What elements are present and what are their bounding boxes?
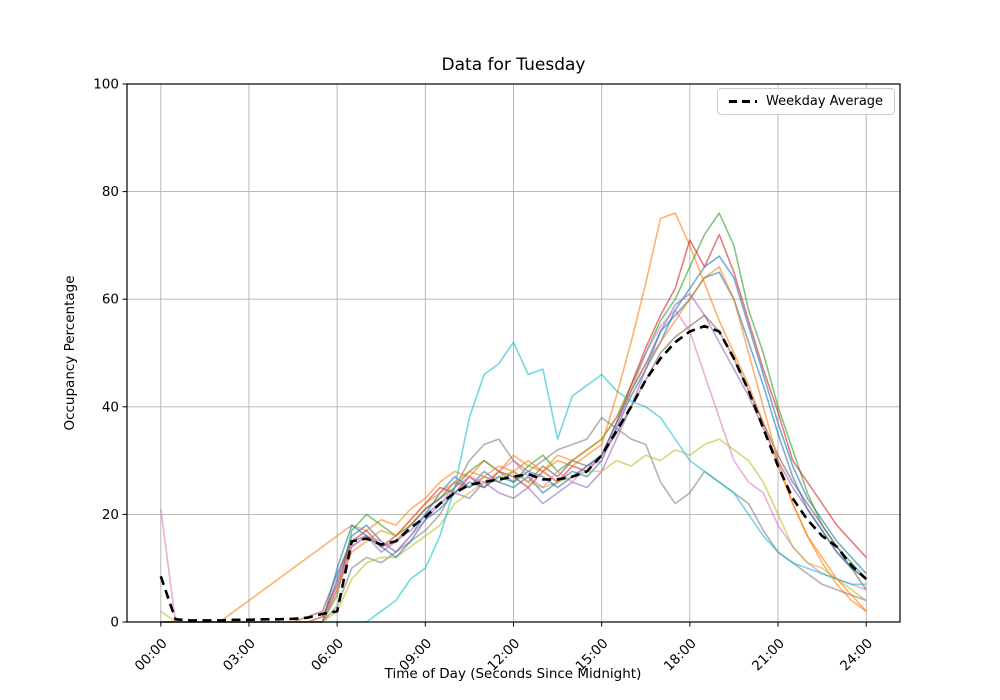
x-tick-label: 00:00 bbox=[132, 636, 171, 675]
y-tick-label: 20 bbox=[102, 507, 119, 523]
tick-marks bbox=[122, 83, 867, 627]
y-tick-label: 40 bbox=[102, 399, 119, 415]
chart-title: Data for Tuesday bbox=[441, 55, 586, 75]
y-tick-label: 60 bbox=[102, 292, 119, 308]
average-line bbox=[159, 324, 868, 622]
y-tick-label: 100 bbox=[93, 77, 119, 93]
x-tick-label: 18:00 bbox=[661, 636, 700, 675]
y-tick-label: 80 bbox=[102, 184, 119, 200]
x-tick-label: 21:00 bbox=[749, 636, 788, 675]
grid-lines bbox=[127, 83, 900, 623]
series-line-line-2 bbox=[160, 212, 867, 623]
y-axis-label: Occupancy Percentage bbox=[62, 275, 78, 431]
legend-dashed-line-icon bbox=[729, 100, 757, 103]
y-tick-label: 0 bbox=[110, 615, 119, 631]
legend-label: Weekday Average bbox=[766, 94, 884, 109]
legend: Weekday Average bbox=[717, 88, 896, 115]
x-axis-label: Time of Day (Seconds Since Midnight) bbox=[384, 666, 642, 682]
y-tick-labels: 0 20 40 60 80 100 bbox=[93, 77, 119, 631]
x-tick-label: 06:00 bbox=[308, 636, 347, 675]
weekday-average-line bbox=[159, 324, 868, 622]
x-tick-label: 03:00 bbox=[220, 636, 259, 675]
x-tick-label: 24:00 bbox=[837, 636, 876, 675]
